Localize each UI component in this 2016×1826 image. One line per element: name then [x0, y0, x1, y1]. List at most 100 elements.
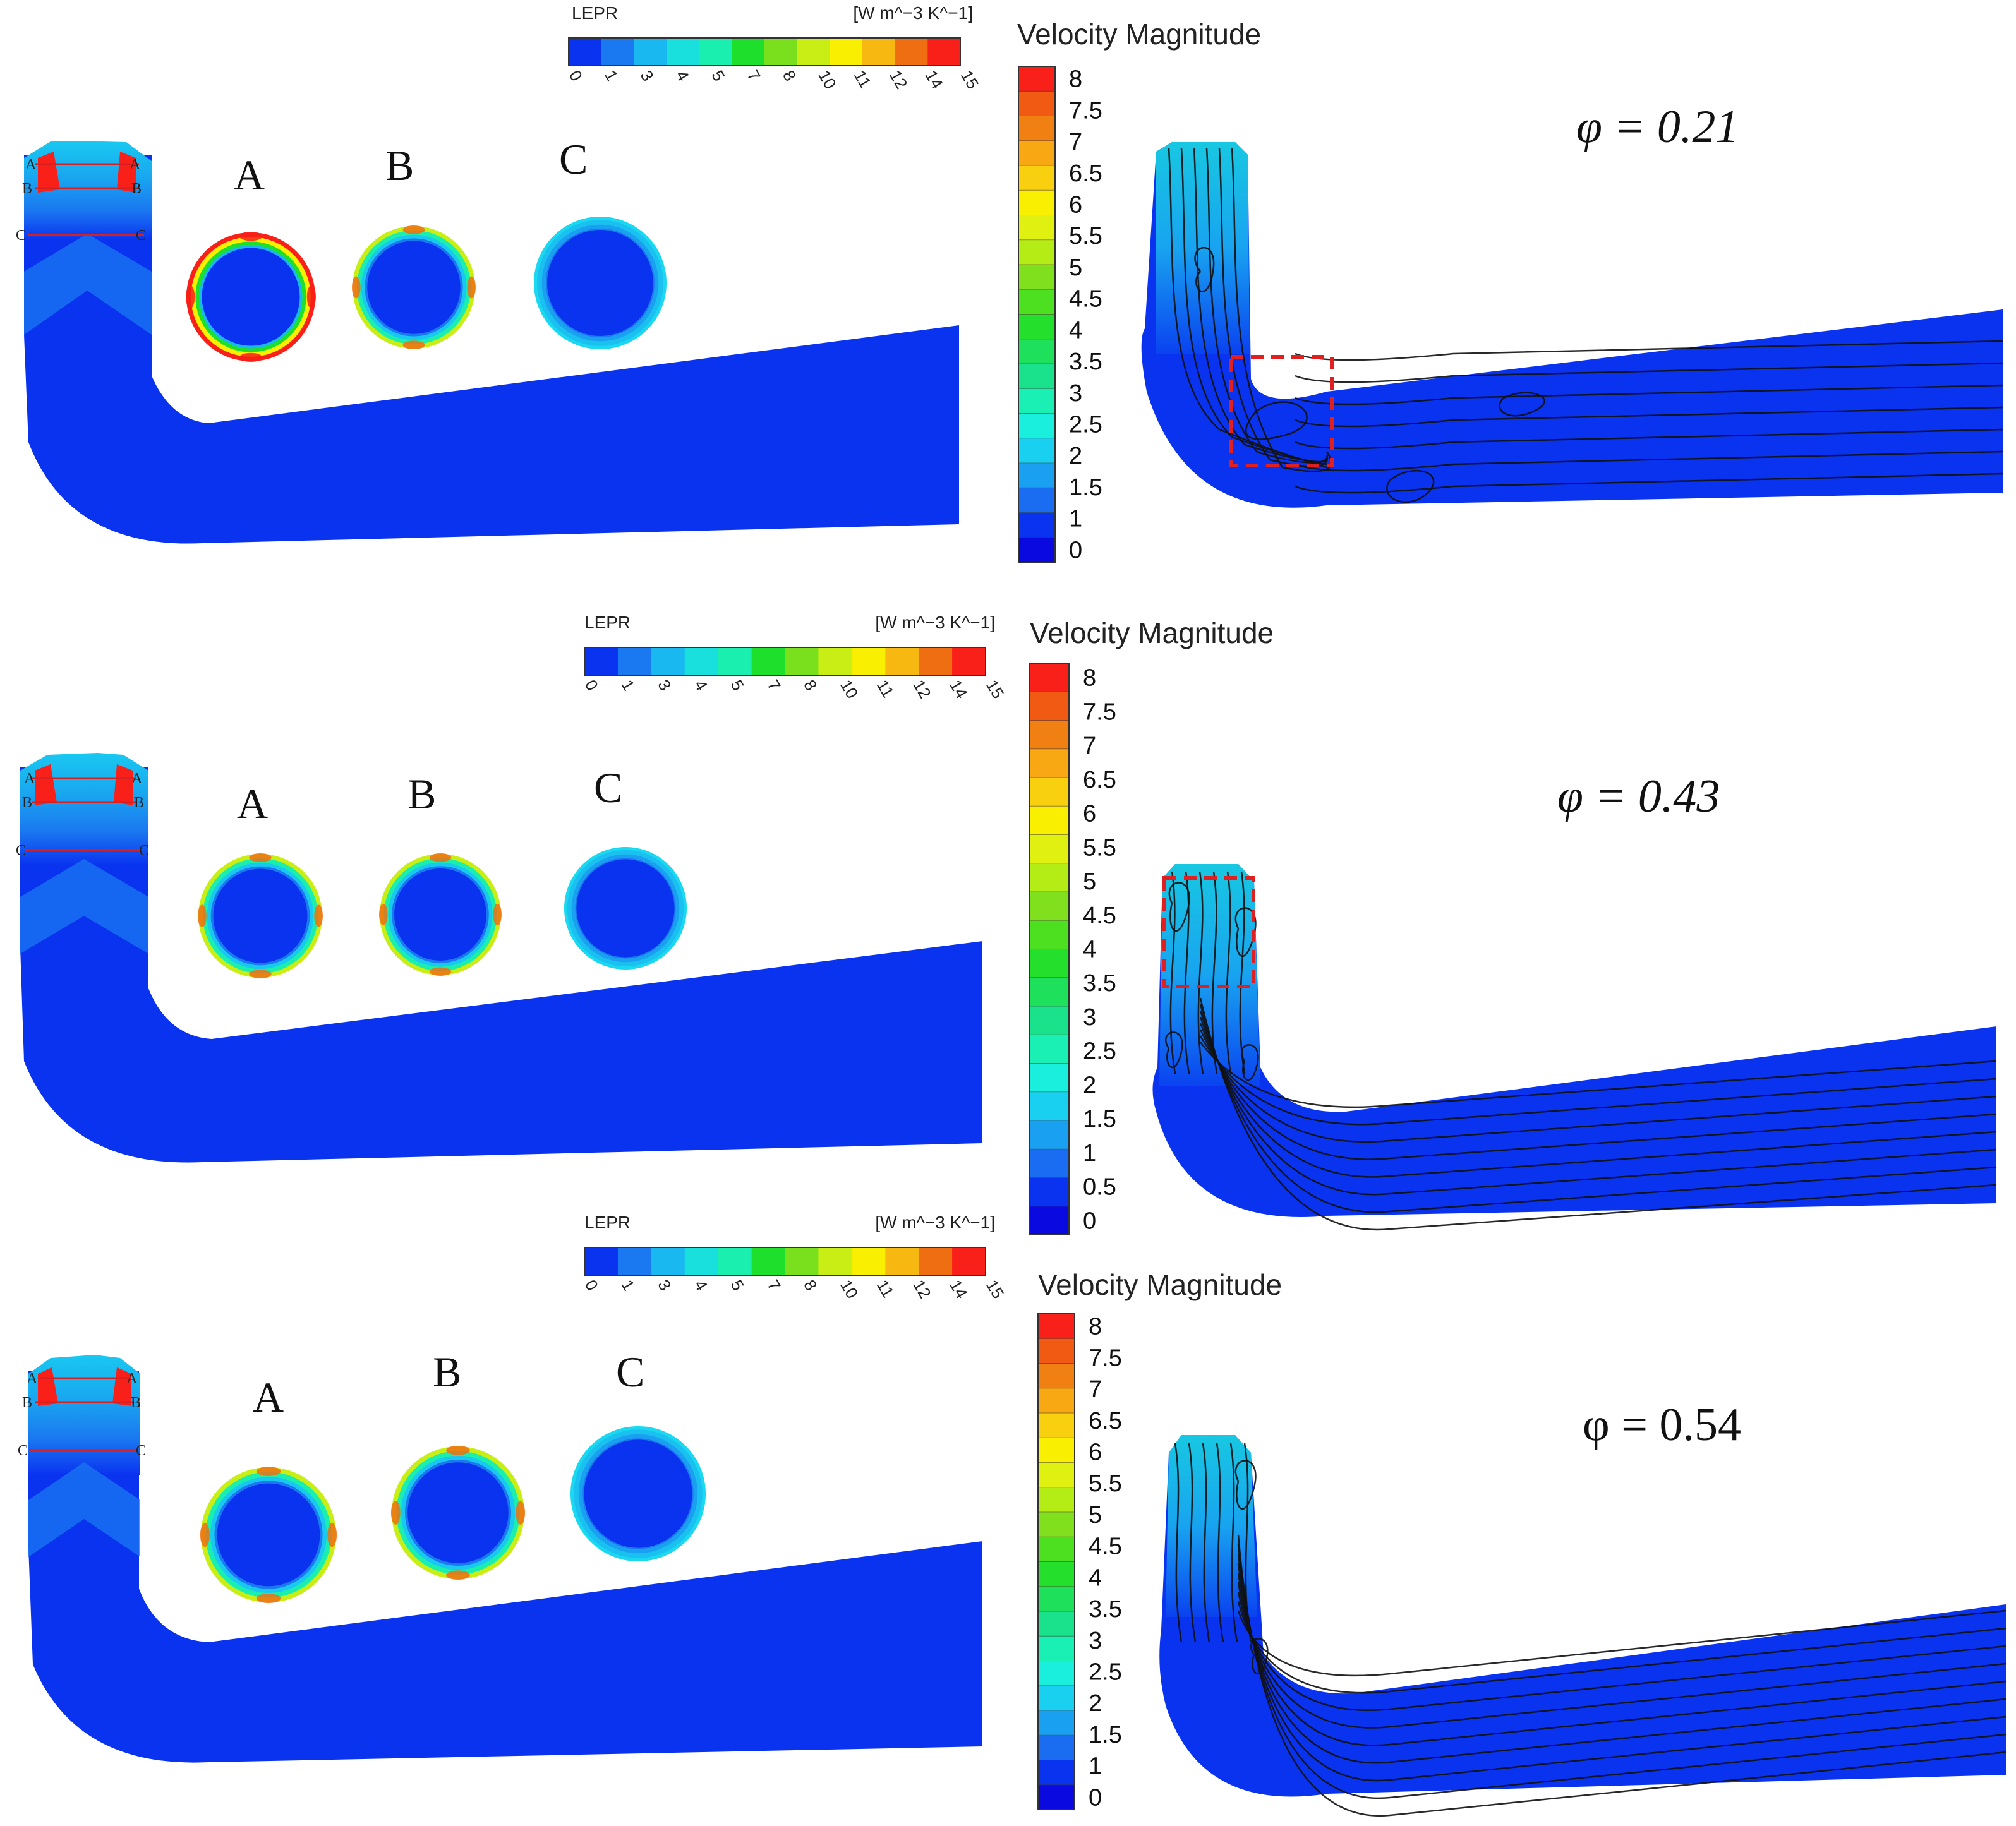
lepr-tick-label: 0: [581, 676, 602, 694]
velocity-tick-label: 8: [1069, 66, 1082, 93]
streamline: [1243, 1443, 1252, 1643]
lepr-tick-label: 10: [836, 676, 862, 702]
cross-section-b: [352, 225, 476, 349]
ring-hotspot: [239, 352, 263, 363]
velocity-color-segment: [1038, 1661, 1075, 1686]
section-label-a-left: A: [24, 771, 35, 787]
ring-hotspot: [379, 903, 388, 926]
lepr-tick-label: 14: [946, 1276, 971, 1302]
lepr-legend-units: [W m^−3 K^−1]: [853, 3, 973, 23]
velocity-color-segment: [1030, 920, 1069, 949]
streamline: [1168, 882, 1190, 932]
lepr-tick-label: 8: [779, 67, 800, 85]
velocity-tick-label: 5: [1083, 868, 1096, 895]
section-label-a-right: A: [131, 771, 143, 787]
phi-label: φ = 0.54: [1583, 1399, 1741, 1451]
velocity-tick-label: 3.5: [1089, 1596, 1122, 1623]
lepr-tick-label: 12: [909, 676, 934, 702]
streamline: [1205, 148, 1328, 464]
ring-hotspot: [429, 853, 452, 862]
lepr-legend: LEPR [W m^−3 K^−1] 0 1 3 4 5 7 8 10 11 12 14 15: [565, 3, 982, 92]
streamline: [1229, 1443, 1238, 1643]
velocity-color-segment: [1038, 1561, 1075, 1587]
cross-section-a: [200, 1466, 337, 1604]
ring-hotspot: [185, 285, 195, 309]
velocity-tick-label: 0.5: [1083, 1174, 1116, 1201]
lepr-color-segment: [601, 38, 634, 66]
lepr-color-segment: [764, 38, 798, 66]
velocity-pipe: [1141, 142, 2003, 508]
velocity-color-segment: [1030, 1120, 1069, 1150]
lepr-tick-label: 11: [850, 67, 875, 91]
cross-section-c: [570, 1426, 706, 1561]
lepr-color-segment: [651, 1247, 685, 1275]
cross-section-c: [534, 217, 667, 349]
velocity-tick-label: 8: [1089, 1314, 1102, 1340]
streamline: [1234, 1460, 1257, 1510]
streamline: [1180, 148, 1327, 466]
lepr-tick-label: 5: [727, 1276, 748, 1294]
inlet-chevron: [24, 234, 152, 335]
lepr-color-segment: [830, 38, 863, 66]
streamline: [1295, 450, 2003, 472]
velocity-tick-label: 4: [1083, 937, 1096, 963]
velocity-tick-label: 2: [1069, 443, 1082, 469]
lepr-tick-label: 4: [691, 1276, 711, 1294]
streamline: [1386, 470, 1435, 503]
ring-hotspot: [239, 231, 263, 241]
lepr-color-segment: [569, 38, 602, 66]
velocity-color-segment: [1038, 1363, 1075, 1389]
lepr-legend-title: LEPR: [584, 1213, 631, 1232]
section-label-c-left: C: [16, 843, 26, 859]
section-label-a-left: A: [27, 1371, 38, 1387]
section-letter-a: A: [234, 151, 265, 199]
inlet-channel: [28, 1355, 140, 1475]
velocity-legend-title: Velocity Magnitude: [1017, 18, 1261, 51]
section-label-c-right: C: [139, 843, 149, 859]
velocity-domain: [1159, 1435, 2007, 1817]
lepr-color-segment: [952, 647, 986, 675]
velocity-color-segment: [1030, 892, 1069, 921]
streamline: [1245, 401, 1308, 440]
lepr-color-segment: [634, 38, 667, 66]
velocity-tick-label: 6: [1083, 801, 1096, 827]
ring-hotspot: [493, 903, 502, 926]
ring-hotspot: [352, 276, 361, 299]
velocity-color-segment: [1018, 488, 1055, 513]
lepr-color-segment: [885, 647, 919, 675]
velocity-tick-label: 3: [1083, 1004, 1096, 1031]
lepr-color-segment: [751, 647, 785, 675]
velocity-color-segment: [1038, 1438, 1075, 1463]
section-label-c-left: C: [16, 227, 26, 244]
velocity-tick-label: 4.5: [1069, 286, 1102, 313]
lepr-color-segment: [818, 647, 852, 675]
lepr-color-segment: [617, 1247, 652, 1275]
streamline: [1295, 340, 2003, 361]
lepr-color-segment: [584, 1247, 619, 1275]
ring-hotspot: [467, 276, 476, 299]
velocity-color-segment: [1018, 190, 1055, 215]
lepr-color-segment: [718, 647, 752, 675]
lepr-color-segment: [852, 647, 886, 675]
ring-hotspot: [256, 1466, 281, 1476]
velocity-color-segment: [1038, 1338, 1075, 1364]
streamline: [1188, 1443, 1197, 1643]
inlet-hotspot-right: [114, 764, 133, 805]
lepr-color-segment: [684, 647, 719, 675]
ring-layer: [407, 1462, 509, 1563]
velocity-color-segment: [1018, 364, 1055, 389]
lepr-color-segment: [927, 38, 961, 66]
lepr-tick-label: 12: [909, 1276, 934, 1302]
velocity-tick-label: 3.5: [1083, 970, 1116, 997]
velocity-tick-label: 6.5: [1083, 767, 1116, 793]
inlet-hotspot-right: [117, 152, 136, 193]
lepr-color-segment: [952, 1247, 986, 1275]
velocity-color-segment: [1030, 834, 1069, 864]
velocity-tick-label: 7: [1083, 733, 1096, 759]
lepr-tick-label: 15: [982, 1276, 1008, 1302]
velocity-color-segment: [1018, 388, 1055, 414]
lepr-tick-label: 1: [601, 67, 622, 85]
pipe-body: [20, 767, 982, 1163]
ring-hotspot: [429, 967, 452, 976]
ring-layer: [217, 1483, 320, 1587]
